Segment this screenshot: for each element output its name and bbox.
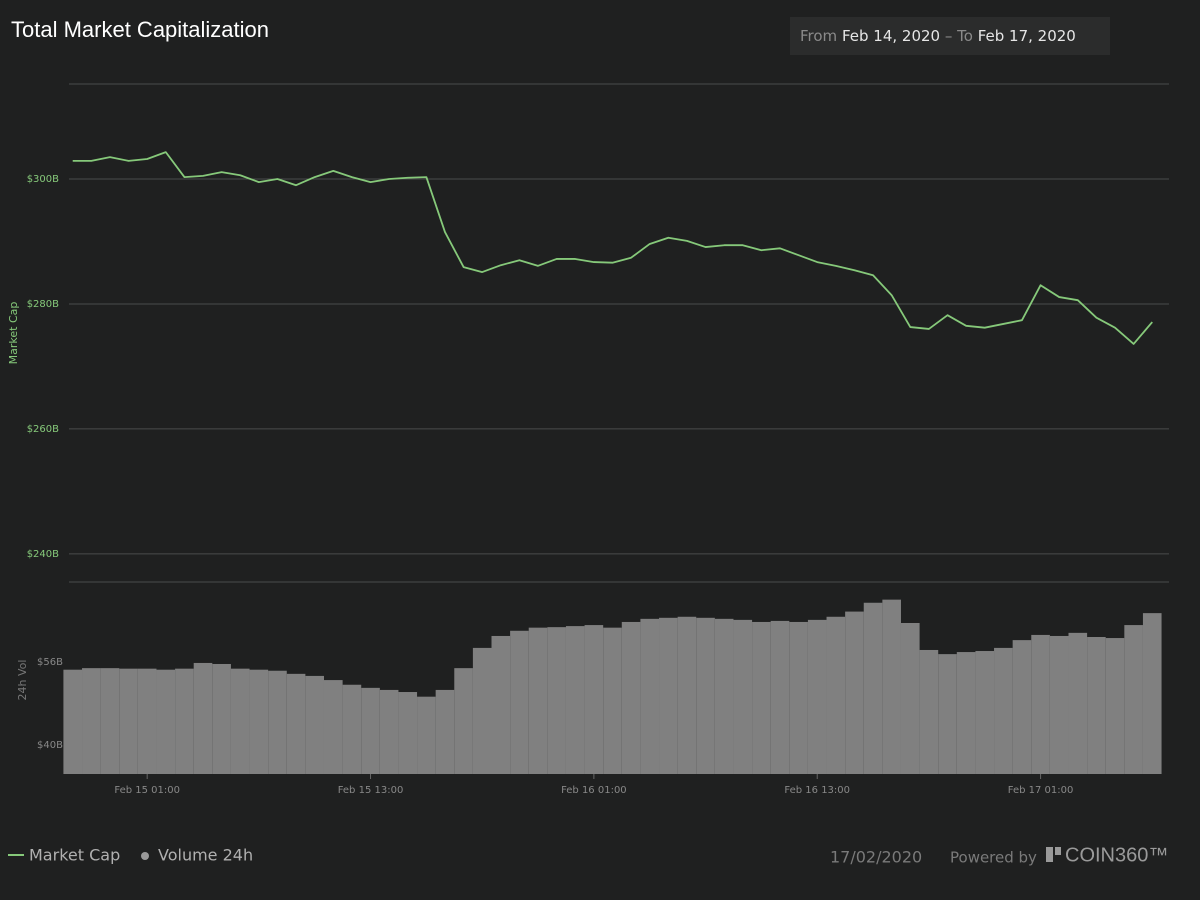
y-axis-title: 24h Vol <box>16 660 29 701</box>
market-cap-line <box>72 151 1153 345</box>
legend-label[interactable]: Market Cap <box>29 846 120 865</box>
y-tick-label: $240B <box>27 549 59 560</box>
from-date: Feb 14, 2020 <box>842 27 940 45</box>
volume-bar <box>472 647 492 774</box>
volume-bar <box>677 616 697 774</box>
volume-bar <box>640 618 660 774</box>
y-tick-label: $280B <box>27 299 59 310</box>
volume-bar <box>82 668 101 774</box>
volume-bar <box>1124 625 1143 774</box>
plot-area: $240B $260B $280B $300B $40B $56B Feb 15 01:00… <box>27 151 1169 796</box>
volume-bar <box>900 622 920 774</box>
volume-bar <box>584 625 604 774</box>
volume-bar <box>956 652 976 774</box>
volume-bar <box>305 675 324 774</box>
x-tick-label: Feb 17 01:00 <box>1008 785 1074 796</box>
volume-bar <box>733 619 753 774</box>
volume-bar <box>342 684 362 774</box>
volume-bar <box>100 668 120 774</box>
volume-bar <box>417 696 436 774</box>
volume-bar <box>379 689 399 774</box>
brand-icon <box>1055 847 1061 855</box>
volume-bar <box>175 668 194 774</box>
volume-bar <box>361 687 380 774</box>
volume-bar <box>528 627 548 774</box>
x-tick-label: Feb 16 01:00 <box>561 785 627 796</box>
brand: COIN360™ <box>1065 844 1168 866</box>
to-date: Feb 17, 2020 <box>978 27 1076 45</box>
x-tick-label: Feb 15 01:00 <box>114 785 180 796</box>
volume-bar <box>696 617 715 774</box>
volume-bar <box>1012 640 1032 774</box>
volume-bar <box>1105 638 1125 774</box>
date-range[interactable]: From Feb 14, 2020 – To Feb 17, 2020 <box>800 27 1076 45</box>
volume-bar <box>249 669 269 774</box>
volume-bar <box>435 689 455 774</box>
volume-bar <box>323 680 343 774</box>
volume-bar <box>603 627 622 774</box>
y-tick-label: $56B <box>37 657 63 668</box>
volume-bar <box>975 651 995 774</box>
x-tick-label: Feb 15 13:00 <box>338 785 404 796</box>
volume-bar <box>212 663 231 774</box>
volume-bar <box>770 620 790 774</box>
volume-bar <box>565 626 585 774</box>
legend-label[interactable]: Volume 24h <box>158 846 253 865</box>
brand-icon <box>1046 847 1053 862</box>
volume-bar <box>789 621 808 774</box>
volume-bar <box>268 670 287 774</box>
volume-bar <box>1031 634 1050 774</box>
volume-bar <box>1142 613 1162 774</box>
volume-bar <box>137 668 157 774</box>
volume-bar <box>919 649 939 774</box>
volume-bar <box>119 668 138 774</box>
volume-bar <box>752 621 771 774</box>
volume-bar <box>398 692 418 774</box>
y-tick-label: $260B <box>27 424 59 435</box>
date-range-box[interactable] <box>790 17 1110 55</box>
volume-bar <box>491 635 511 774</box>
y-axis-title: Market Cap <box>7 302 20 365</box>
volume-bar <box>63 669 83 774</box>
chart-title: Total Market Capitalization <box>11 17 269 42</box>
volume-bar <box>714 618 734 774</box>
footer-date: 17/02/2020 <box>830 848 922 867</box>
volume-bar <box>938 654 957 774</box>
volume-bar <box>826 616 846 774</box>
volume-bar <box>863 602 883 774</box>
volume-bar <box>193 662 213 774</box>
volume-bar <box>1087 637 1106 774</box>
volume-bar <box>547 627 566 774</box>
volume-bar <box>807 619 827 774</box>
volume-bar <box>230 668 250 774</box>
y-tick-label: $300B <box>27 174 59 185</box>
volume-bar <box>994 647 1013 774</box>
volume-bar <box>510 630 529 774</box>
legend-dot-symbol[interactable] <box>141 852 149 860</box>
volume-bar <box>621 621 641 774</box>
powered-by: Powered by <box>950 849 1037 867</box>
volume-bar <box>156 669 176 774</box>
volume-bar <box>882 599 901 774</box>
from-label: From <box>800 27 837 45</box>
x-tick-label: Feb 16 13:00 <box>784 785 850 796</box>
volume-bar <box>454 668 473 774</box>
range-separator: – <box>945 27 953 45</box>
volume-bar <box>1049 635 1069 774</box>
volume-bar <box>1068 632 1088 774</box>
volume-bar <box>659 617 678 774</box>
y-tick-label: $40B <box>37 740 63 751</box>
volume-bar <box>845 611 864 774</box>
to-label: To <box>956 27 973 45</box>
volume-bar <box>286 673 306 774</box>
